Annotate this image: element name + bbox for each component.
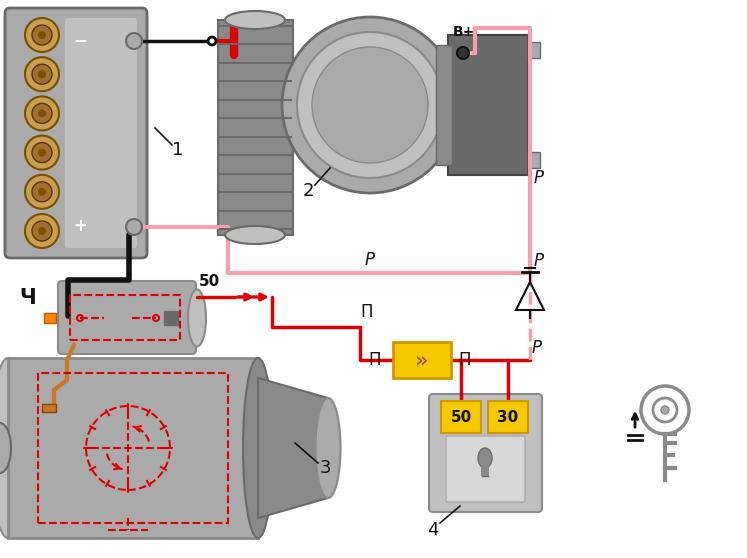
Ellipse shape [478,448,492,468]
FancyBboxPatch shape [58,281,196,354]
Bar [436,45,452,165]
Circle shape [32,221,52,241]
Circle shape [32,25,52,45]
Circle shape [32,64,52,84]
Bar [44,313,56,323]
Circle shape [25,57,59,91]
Text: 2: 2 [303,182,314,200]
Circle shape [32,182,52,202]
Text: 3: 3 [319,459,331,477]
Bar [164,311,178,325]
Ellipse shape [0,358,25,538]
Circle shape [25,136,59,170]
Text: »: » [415,350,429,370]
Text: P: P [532,339,542,357]
Bar [441,401,481,433]
Bar [70,295,180,340]
Circle shape [25,175,59,209]
Bar [448,35,528,175]
Circle shape [38,188,46,196]
Text: −: − [73,31,87,49]
Ellipse shape [243,358,273,538]
Bar [42,404,56,412]
FancyBboxPatch shape [65,18,137,248]
Text: 30: 30 [498,410,518,425]
Text: П: П [369,351,381,369]
Text: 50: 50 [450,410,471,425]
Circle shape [38,227,46,235]
Circle shape [38,31,46,39]
Text: 4: 4 [427,521,438,539]
Ellipse shape [0,423,11,473]
Bar [481,454,489,476]
Ellipse shape [188,290,206,347]
Bar [218,20,293,235]
Circle shape [25,97,59,131]
Text: P: P [365,251,375,269]
Bar [488,401,528,433]
Bar [528,152,540,168]
Bar [38,373,228,523]
Text: 1: 1 [173,141,184,159]
Circle shape [457,47,469,59]
Text: P: P [534,169,544,187]
Circle shape [312,47,428,163]
Text: P: P [534,252,544,270]
Circle shape [25,214,59,248]
Circle shape [32,103,52,123]
Ellipse shape [225,226,285,244]
Polygon shape [258,378,328,518]
FancyBboxPatch shape [446,436,525,502]
Bar [8,358,258,538]
Text: 50: 50 [199,273,220,288]
Circle shape [282,17,458,193]
Text: B+: B+ [453,25,475,39]
FancyBboxPatch shape [429,394,542,512]
Circle shape [126,219,142,235]
Circle shape [208,37,216,45]
Bar [528,42,540,58]
Circle shape [661,406,669,414]
Circle shape [38,70,46,78]
Circle shape [25,18,59,52]
Circle shape [297,32,443,178]
Text: П: П [459,351,471,369]
Ellipse shape [315,398,341,498]
Text: +: + [73,217,87,235]
Ellipse shape [225,11,285,29]
Bar [393,342,451,378]
FancyBboxPatch shape [5,8,147,258]
Circle shape [32,143,52,162]
Text: П: П [360,303,373,321]
Circle shape [38,148,46,157]
Circle shape [38,109,46,117]
Circle shape [126,33,142,49]
Text: Ч: Ч [19,288,37,308]
